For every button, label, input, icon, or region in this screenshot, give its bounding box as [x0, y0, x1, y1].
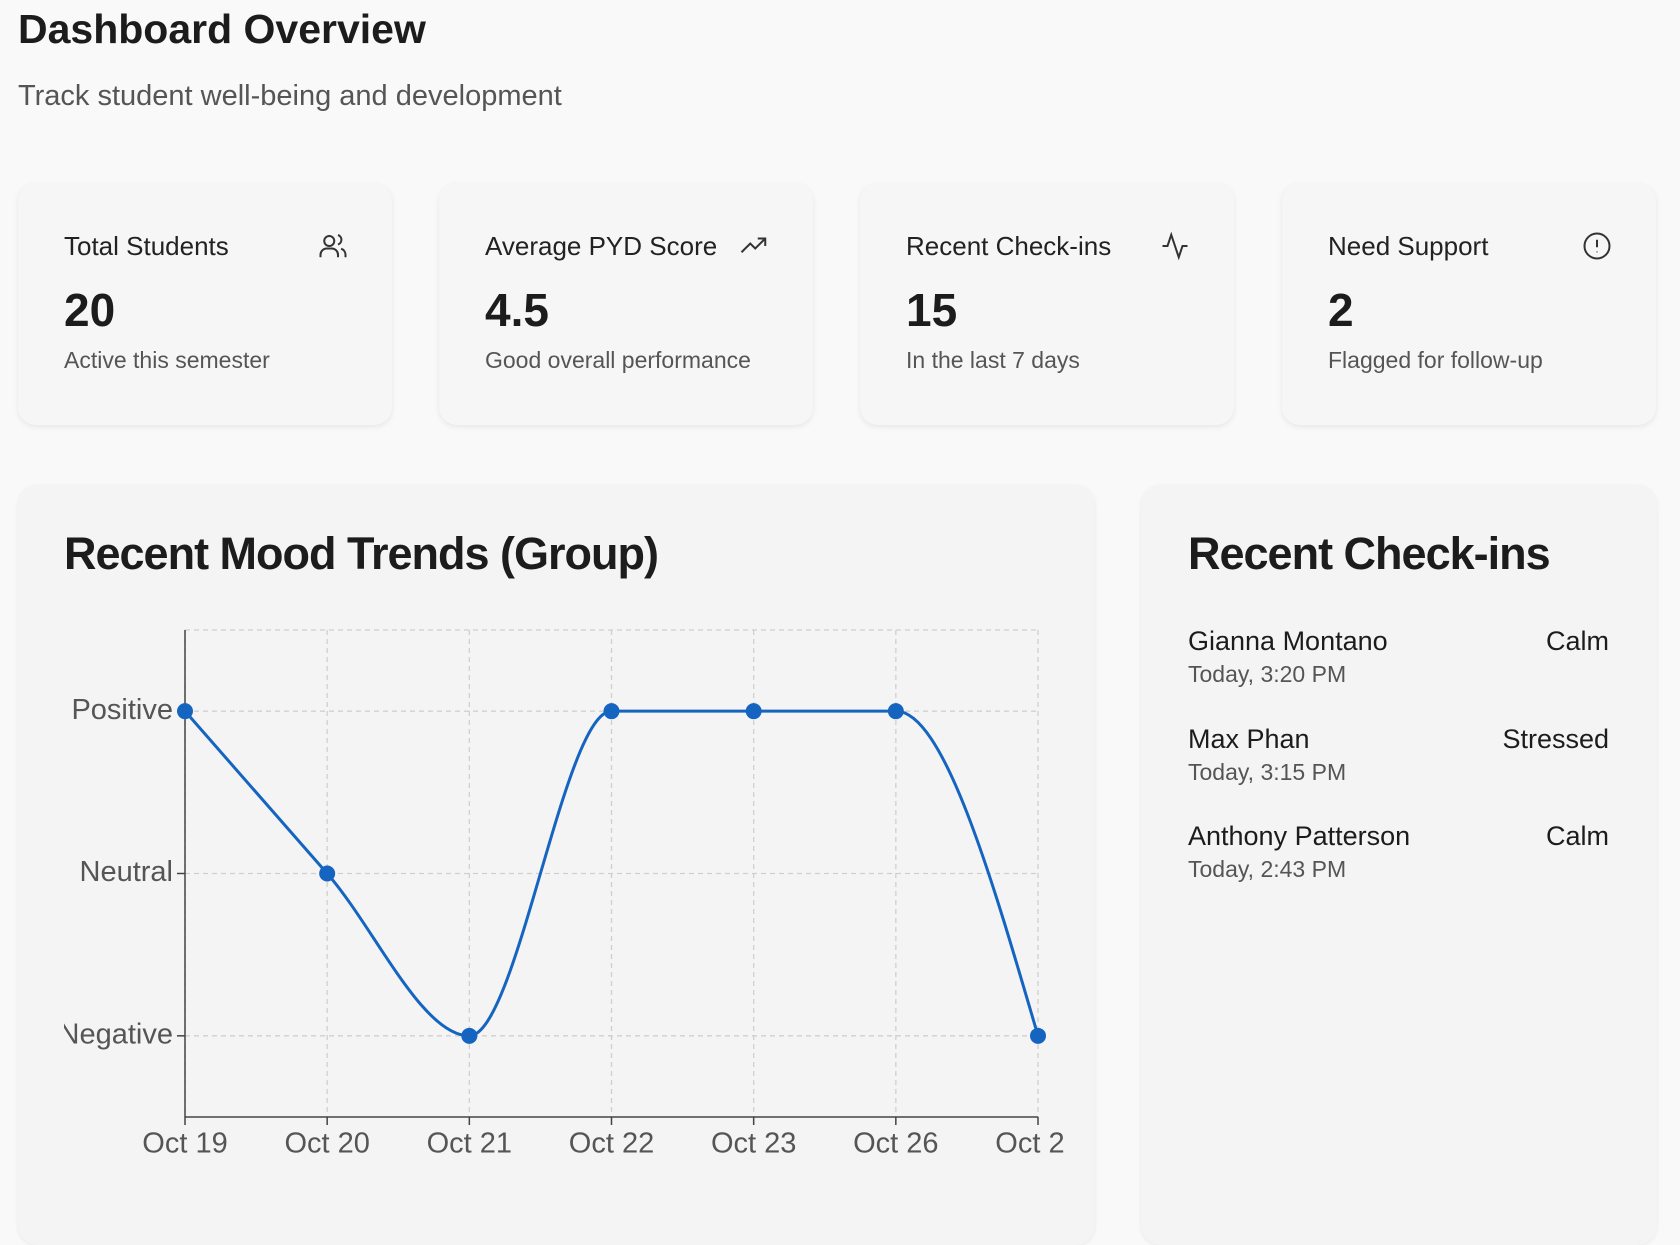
stat-note: Good overall performance	[485, 347, 751, 373]
y-tick-label: Neutral	[80, 856, 174, 888]
checkin-mood: Calm	[1545, 626, 1609, 656]
checkin-name: Gianna Montano	[1188, 626, 1388, 656]
x-tick-label: Oct 26	[853, 1128, 938, 1160]
stat-note: In the last 7 days	[906, 347, 1080, 373]
stat-card: Recent Check-ins 15 In the last 7 days	[860, 183, 1234, 425]
x-tick-label: Oct 20	[284, 1128, 369, 1160]
checkins-title: Recent Check-ins	[1188, 528, 1551, 579]
chart-title: Recent Mood Trends (Group)	[64, 528, 659, 579]
mood-point	[319, 865, 336, 882]
stat-label: Recent Check-ins	[906, 231, 1112, 261]
stat-value: 20	[64, 284, 116, 336]
x-tick-label: Oct 27	[995, 1128, 1064, 1160]
y-tick-label: Positive	[71, 694, 173, 726]
checkin-time: Today, 2:43 PM	[1188, 856, 1347, 882]
mood-point	[745, 703, 762, 720]
stat-label: Average PYD Score	[485, 231, 718, 261]
x-tick-label: Oct 19	[142, 1128, 227, 1160]
checkin-name: Anthony Patterson	[1188, 821, 1411, 851]
stat-note: Active this semester	[64, 347, 270, 373]
x-tick-label: Oct 21	[427, 1128, 512, 1160]
mood-point	[461, 1027, 478, 1044]
y-tick-label: Negative	[64, 1018, 173, 1050]
chart: Oct 19 Oct 20 Oct 21 Oct 22 Oct 23 Oct 26 Oct …	[64, 629, 1064, 1160]
page-title: Dashboard Overview	[18, 6, 426, 52]
activity-icon	[1162, 231, 1188, 261]
chart-panel	[18, 485, 1095, 1245]
stat-card: Average PYD Score 4.5 Good overall perfo…	[439, 183, 813, 425]
checkin-mood: Calm	[1545, 821, 1609, 851]
stat-value: 15	[906, 284, 958, 336]
page-subtitle: Track student well-being and development	[18, 80, 562, 112]
stat-card: Need Support 2 Flagged for follow-up	[1282, 183, 1656, 425]
page: Dashboard Overview Track student well-be…	[18, 6, 1656, 1160]
stat-value: 2	[1328, 284, 1354, 336]
stat-note: Flagged for follow-up	[1328, 347, 1543, 373]
mood-point	[887, 703, 904, 720]
stat-label: Total Students	[64, 231, 229, 261]
stat-card: Total Students 20 Active this semester	[18, 183, 392, 425]
trend-icon	[740, 237, 767, 253]
users-icon	[319, 234, 347, 258]
checkin-time: Today, 3:15 PM	[1188, 758, 1347, 785]
x-tick-label: Oct 22	[569, 1128, 654, 1160]
mood-point	[603, 703, 620, 720]
mood-point	[177, 703, 193, 720]
stat-value: 4.5	[485, 284, 549, 336]
checkin-name: Max Phan	[1188, 723, 1310, 754]
checkin-time: Today, 3:20 PM	[1188, 661, 1347, 687]
x-tick-label: Oct 23	[711, 1128, 796, 1160]
mood-point	[1030, 1027, 1046, 1044]
checkins-panel	[1141, 485, 1657, 1245]
checkin-mood: Stressed	[1502, 723, 1609, 754]
alert-icon	[1583, 232, 1611, 260]
stat-label: Need Support	[1328, 231, 1489, 261]
